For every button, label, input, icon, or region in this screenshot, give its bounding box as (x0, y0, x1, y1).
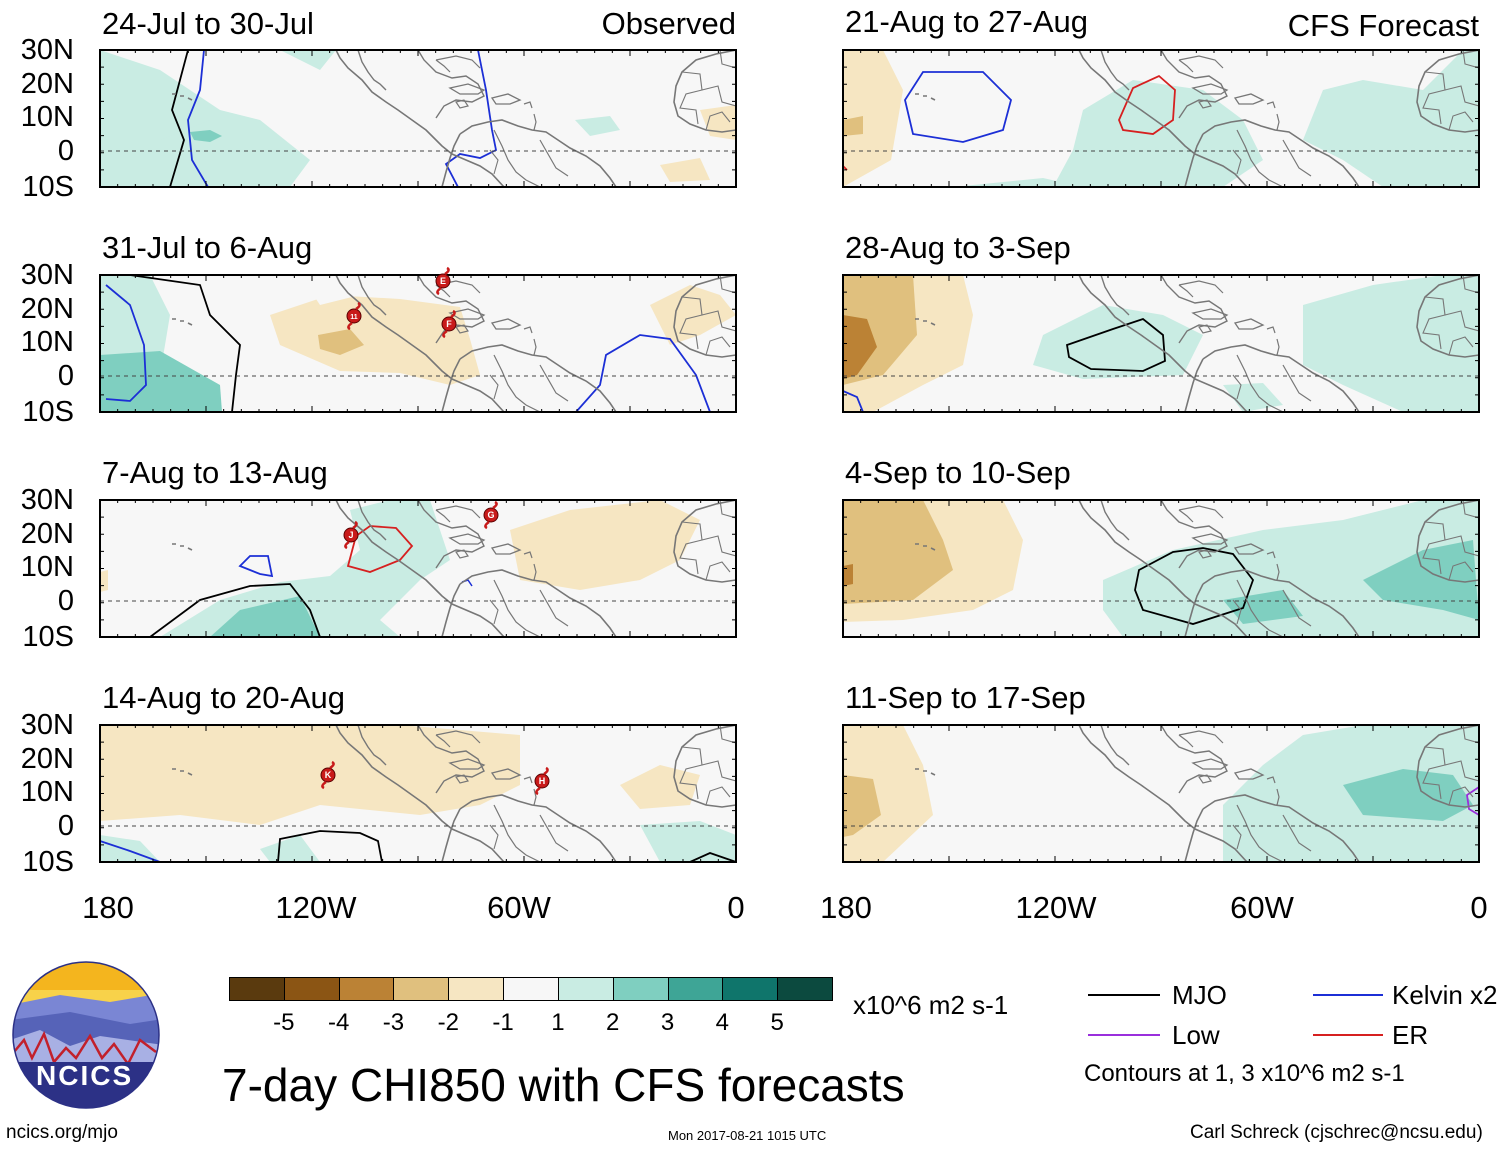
storm-marker: H (534, 766, 550, 796)
legend-kelvin: Kelvin x2 (1392, 980, 1498, 1010)
lon-label-0-left: 0 (727, 890, 745, 925)
panel-5 (843, 500, 1479, 637)
lon-label-60w-right: 60W (1230, 890, 1294, 925)
lat-label: 0 (57, 585, 74, 617)
colorbar-tick-label: 1 (551, 1009, 565, 1036)
lat-label: 20N (20, 293, 74, 325)
legend-low: Low (1172, 1020, 1220, 1050)
storm-marker-letter: J (348, 530, 353, 540)
lat-label: 30N (20, 259, 74, 291)
colorbar-tick-label: -4 (327, 1009, 350, 1036)
panel-2 (100, 275, 736, 412)
lat-label: 20N (20, 743, 74, 775)
panel-title: 24-Jul to 30-Jul (102, 6, 314, 41)
legend-mjo: MJO (1172, 980, 1227, 1010)
lon-label-120w-left: 120W (275, 890, 357, 925)
storm-marker-letter: H (539, 776, 546, 786)
colorbar-swatch (283, 977, 340, 1001)
storm-markers: E 11 F J G K H (320, 266, 550, 796)
panel-title: 14-Aug to 20-Aug (102, 680, 346, 715)
colorbar-tick-label: 2 (606, 1009, 620, 1036)
lat-label: 10S (22, 171, 74, 203)
colorbar-swatch (612, 977, 669, 1001)
footer-url: ncics.org/mjo (6, 1122, 118, 1143)
colorbar-tick-label: -1 (492, 1009, 514, 1036)
storm-marker: K (320, 760, 336, 790)
panel-4 (100, 500, 736, 637)
colorbar-tick-label: 4 (715, 1009, 730, 1036)
panel-title: 7-Aug to 13-Aug (102, 455, 328, 490)
storm-marker: G (483, 500, 499, 530)
main-title: 7-day CHI850 with CFS forecasts (222, 1059, 905, 1111)
colorbar-swatch (338, 977, 395, 1001)
storm-marker: J (343, 520, 359, 550)
lat-label: 10N (20, 776, 74, 808)
panel-0 (100, 50, 736, 187)
colorbar-swatch (229, 977, 285, 1001)
lat-label: 30N (20, 709, 74, 741)
legend-lines (1088, 994, 1383, 1036)
panel-3 (843, 275, 1479, 412)
lat-label: 30N (20, 484, 74, 516)
panel-6 (100, 725, 736, 862)
lon-label-180-left: 180 (82, 890, 134, 925)
footer-timestamp: Mon 2017-08-21 1015 UTC (668, 1128, 827, 1143)
colorbar-swatch (722, 977, 779, 1001)
storm-marker: F (441, 309, 457, 339)
colorbar-tick-label: -3 (382, 1009, 405, 1036)
lat-label: 0 (57, 810, 74, 842)
panel-title: 31-Jul to 6-Aug (102, 230, 313, 265)
colorbar-tick-label: -2 (437, 1009, 459, 1036)
lon-label-180-right: 180 (820, 890, 872, 925)
colorbar-swatch (448, 977, 505, 1001)
lon-label-0-right: 0 (1470, 890, 1488, 925)
colorbar-swatch (557, 977, 614, 1001)
panel-1 (843, 50, 1479, 187)
colorbar-swatch (393, 977, 450, 1001)
lat-label: 10N (20, 101, 74, 133)
footer-author: Carl Schreck (cjschrec@ncsu.edu) (1190, 1122, 1483, 1143)
lat-label: 20N (20, 68, 74, 100)
storm-marker-letter: F (446, 319, 452, 329)
colorbar-tick-label: 3 (660, 1009, 675, 1036)
storm-marker: E (435, 266, 451, 296)
lat-label: 0 (57, 135, 74, 167)
panel-label-observed: Observed (601, 6, 736, 41)
storm-marker-letter: G (487, 510, 494, 520)
logo-text: NCICS (36, 1060, 134, 1091)
lat-label: 10N (20, 551, 74, 583)
lat-label: 20N (20, 518, 74, 550)
lat-label: 10S (22, 621, 74, 653)
panel-title: 28-Aug to 3-Sep (845, 230, 1071, 265)
storm-marker-letter: 11 (350, 314, 358, 321)
lat-label: 10S (22, 396, 74, 428)
colorbar-swatch (503, 977, 559, 1001)
panel-label-cfs-forecast: CFS Forecast (1287, 8, 1479, 43)
panel-title: 21-Aug to 27-Aug (845, 4, 1089, 39)
storm-marker-letter: E (440, 276, 446, 286)
legend-note: Contours at 1, 3 x10^6 m2 s-1 (1084, 1060, 1405, 1087)
lon-label-60w-left: 60W (487, 890, 551, 925)
colorbar-swatch (777, 977, 833, 1001)
storm-marker-letter: K (325, 770, 332, 780)
ncics-logo (12, 961, 160, 1109)
colorbar-swatch (667, 977, 724, 1001)
lat-label: 30N (20, 34, 74, 66)
colorbar-tick-label: -5 (273, 1009, 295, 1036)
lat-label: 10S (22, 846, 74, 878)
lat-label: 10N (20, 326, 74, 358)
panel-7 (843, 725, 1479, 862)
axis-ticks (100, 50, 1479, 862)
lon-label-120w-right: 120W (1015, 890, 1097, 925)
colorbar-units: x10^6 m2 s-1 (853, 990, 1009, 1020)
storm-marker: 11 (346, 301, 362, 331)
panel-title: 4-Sep to 10-Sep (845, 455, 1071, 490)
legend-er: ER (1392, 1020, 1429, 1050)
lat-label: 0 (57, 360, 74, 392)
colorbar-tick-label: 5 (770, 1009, 784, 1036)
panel-title: 11-Sep to 17-Sep (845, 680, 1086, 715)
